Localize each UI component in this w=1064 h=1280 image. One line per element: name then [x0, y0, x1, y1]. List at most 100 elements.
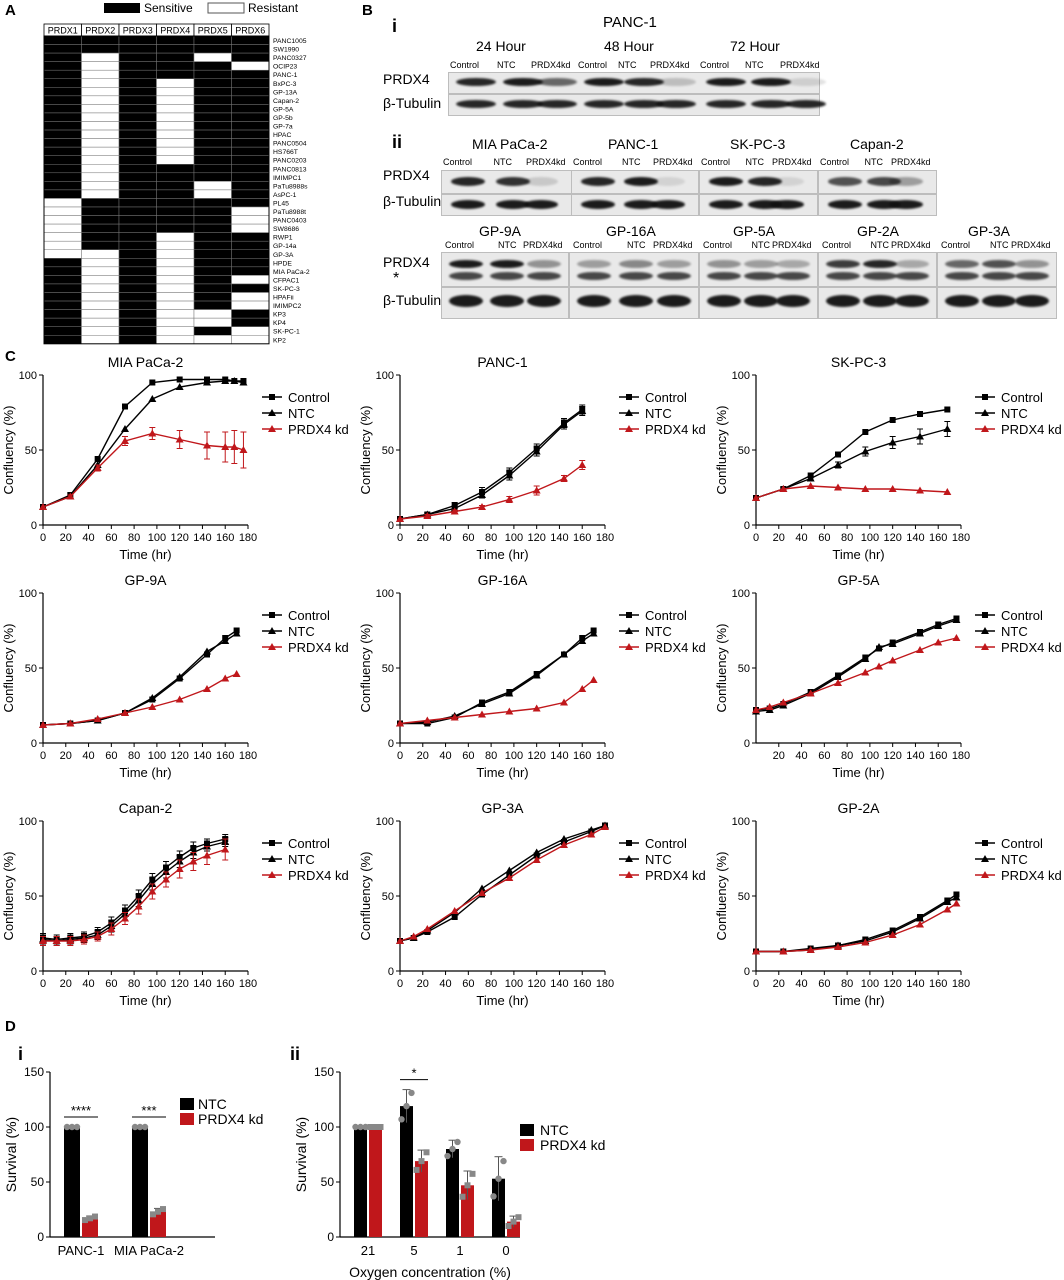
- heatmap-cell-line-label: PANC1005: [273, 38, 307, 45]
- data-point: [560, 835, 568, 842]
- heatmap-cell: [193, 44, 232, 54]
- data-point: [532, 848, 541, 856]
- heatmap-cell: [156, 181, 195, 191]
- data-point: [916, 920, 924, 928]
- data-point: [952, 634, 961, 641]
- y-tick-label: 100: [314, 1120, 334, 1134]
- heatmap-cell: [231, 215, 270, 225]
- legend-label: NTC: [645, 406, 672, 421]
- blot-ii-gp2a-prdx4-membrane: [818, 252, 937, 287]
- x-tick-label: 180: [952, 750, 970, 762]
- bar-ntc: [354, 1127, 367, 1237]
- heatmap-cell-line-label: PANC0203: [273, 158, 307, 165]
- heatmap-cell: [156, 223, 195, 233]
- x-tick-label: 40: [795, 532, 807, 544]
- blot-ii-gp16a-prdx4-band: [657, 260, 691, 268]
- y-tick-label: 50: [25, 445, 37, 457]
- blot-ii-gp2a-prdx4-band: [826, 260, 860, 268]
- legend-marker: [625, 425, 633, 432]
- heatmap-cell: [231, 87, 270, 97]
- legend-label: Control: [288, 390, 330, 405]
- blot-ii-lane-label: Control: [941, 240, 971, 250]
- heatmap-cell: [156, 121, 195, 131]
- heatmap-cell-line-label: OCIP23: [273, 64, 297, 71]
- data-point: [861, 485, 870, 492]
- heatmap-cell: [81, 258, 120, 268]
- replicate-dot: [155, 1208, 161, 1215]
- blot-ii-lane-label: PRDX4kd: [653, 157, 693, 167]
- data-point: [148, 395, 157, 402]
- blot-row-prdx4: PRDX4: [383, 71, 430, 87]
- blot-ii-gp3a-nonspecific-band: [982, 272, 1016, 280]
- heatmap-cell: [118, 215, 157, 225]
- panel-label-a: A: [5, 2, 16, 19]
- heatmap-cell-line-label: PL45: [273, 200, 289, 207]
- blot-ii-panc1-title: PANC-1: [608, 136, 659, 152]
- replicate-dot: [505, 1223, 512, 1229]
- replicate-dot: [141, 1123, 149, 1131]
- x-tick-label: 40: [439, 978, 451, 990]
- chart-title: Capan-2: [119, 800, 173, 816]
- x-tick-label: 21: [361, 1243, 375, 1258]
- series-line-control: [399, 824, 606, 942]
- legend-marker: [269, 612, 275, 618]
- heatmap-cell: [81, 215, 120, 225]
- heatmap-cell: [193, 172, 232, 182]
- data-point: [478, 491, 486, 498]
- y-tick-label: 100: [24, 1120, 44, 1134]
- blot-ii-gp2a-tubulin-band: [826, 295, 860, 307]
- data-point: [121, 437, 129, 444]
- heatmap-cell: [156, 300, 195, 310]
- heatmap-cell: [231, 275, 270, 285]
- x-tick-label: 0: [753, 532, 759, 544]
- heatmap-cell: [43, 172, 82, 182]
- heatmap-cell: [193, 249, 232, 259]
- data-point: [66, 492, 75, 500]
- heatmap-cell-line-label: IMIMPC2: [273, 303, 302, 310]
- heatmap-cell: [43, 300, 82, 310]
- heatmap-cell: [231, 266, 270, 276]
- data-point: [752, 494, 760, 501]
- y-tick-label: 50: [25, 663, 37, 675]
- replicate-dot: [357, 1123, 364, 1131]
- heatmap-cell: [156, 240, 195, 250]
- x-tick-label: 60: [462, 750, 474, 762]
- x-tick-label: 0: [40, 978, 46, 990]
- series-line-control: [42, 629, 237, 726]
- blot-ii-gp3a-tubulin-band: [1015, 295, 1049, 307]
- heatmap-cell: [81, 146, 120, 156]
- data-point: [409, 932, 418, 940]
- heatmap-cell: [193, 266, 232, 276]
- data-point: [66, 719, 75, 727]
- x-tick-label: 160: [216, 978, 234, 990]
- heatmap-cell-line-label: GP-13A: [273, 89, 298, 96]
- data-point: [239, 378, 248, 386]
- x-tick-label: 0: [397, 750, 403, 762]
- blot-i-lane-label: PRDX4kd: [780, 60, 820, 70]
- heatmap-cell: [193, 138, 232, 148]
- data-point: [806, 689, 815, 697]
- legend-label: NTC: [1001, 852, 1028, 867]
- heatmap-cell: [231, 181, 270, 191]
- heatmap-cell: [231, 112, 270, 122]
- data-point: [952, 899, 961, 907]
- data-point: [478, 884, 486, 892]
- heatmap-cell: [156, 335, 195, 345]
- heatmap-cell-line-label: SK-PC-1: [273, 329, 300, 336]
- x-tick-label: 40: [795, 978, 807, 990]
- y-tick-label: 0: [744, 520, 750, 532]
- x-tick-label: 80: [485, 532, 497, 544]
- replicate-dot: [413, 1166, 420, 1173]
- data-point: [148, 694, 157, 701]
- bar-prdx4-kd: [415, 1161, 428, 1237]
- replicate-dot: [495, 1175, 502, 1182]
- heatmap-cell: [118, 266, 157, 276]
- x-tick-label: 140: [550, 532, 568, 544]
- data-point: [888, 485, 897, 492]
- blot-ii-gp9a-prdx4-band: [527, 260, 561, 268]
- series-line-prdx4-kd: [43, 848, 226, 942]
- x-tick-label: 0: [40, 750, 46, 762]
- x-tick-label: 60: [818, 750, 830, 762]
- heatmap-cell: [118, 275, 157, 285]
- blot-i-prdx4-band: [624, 78, 664, 86]
